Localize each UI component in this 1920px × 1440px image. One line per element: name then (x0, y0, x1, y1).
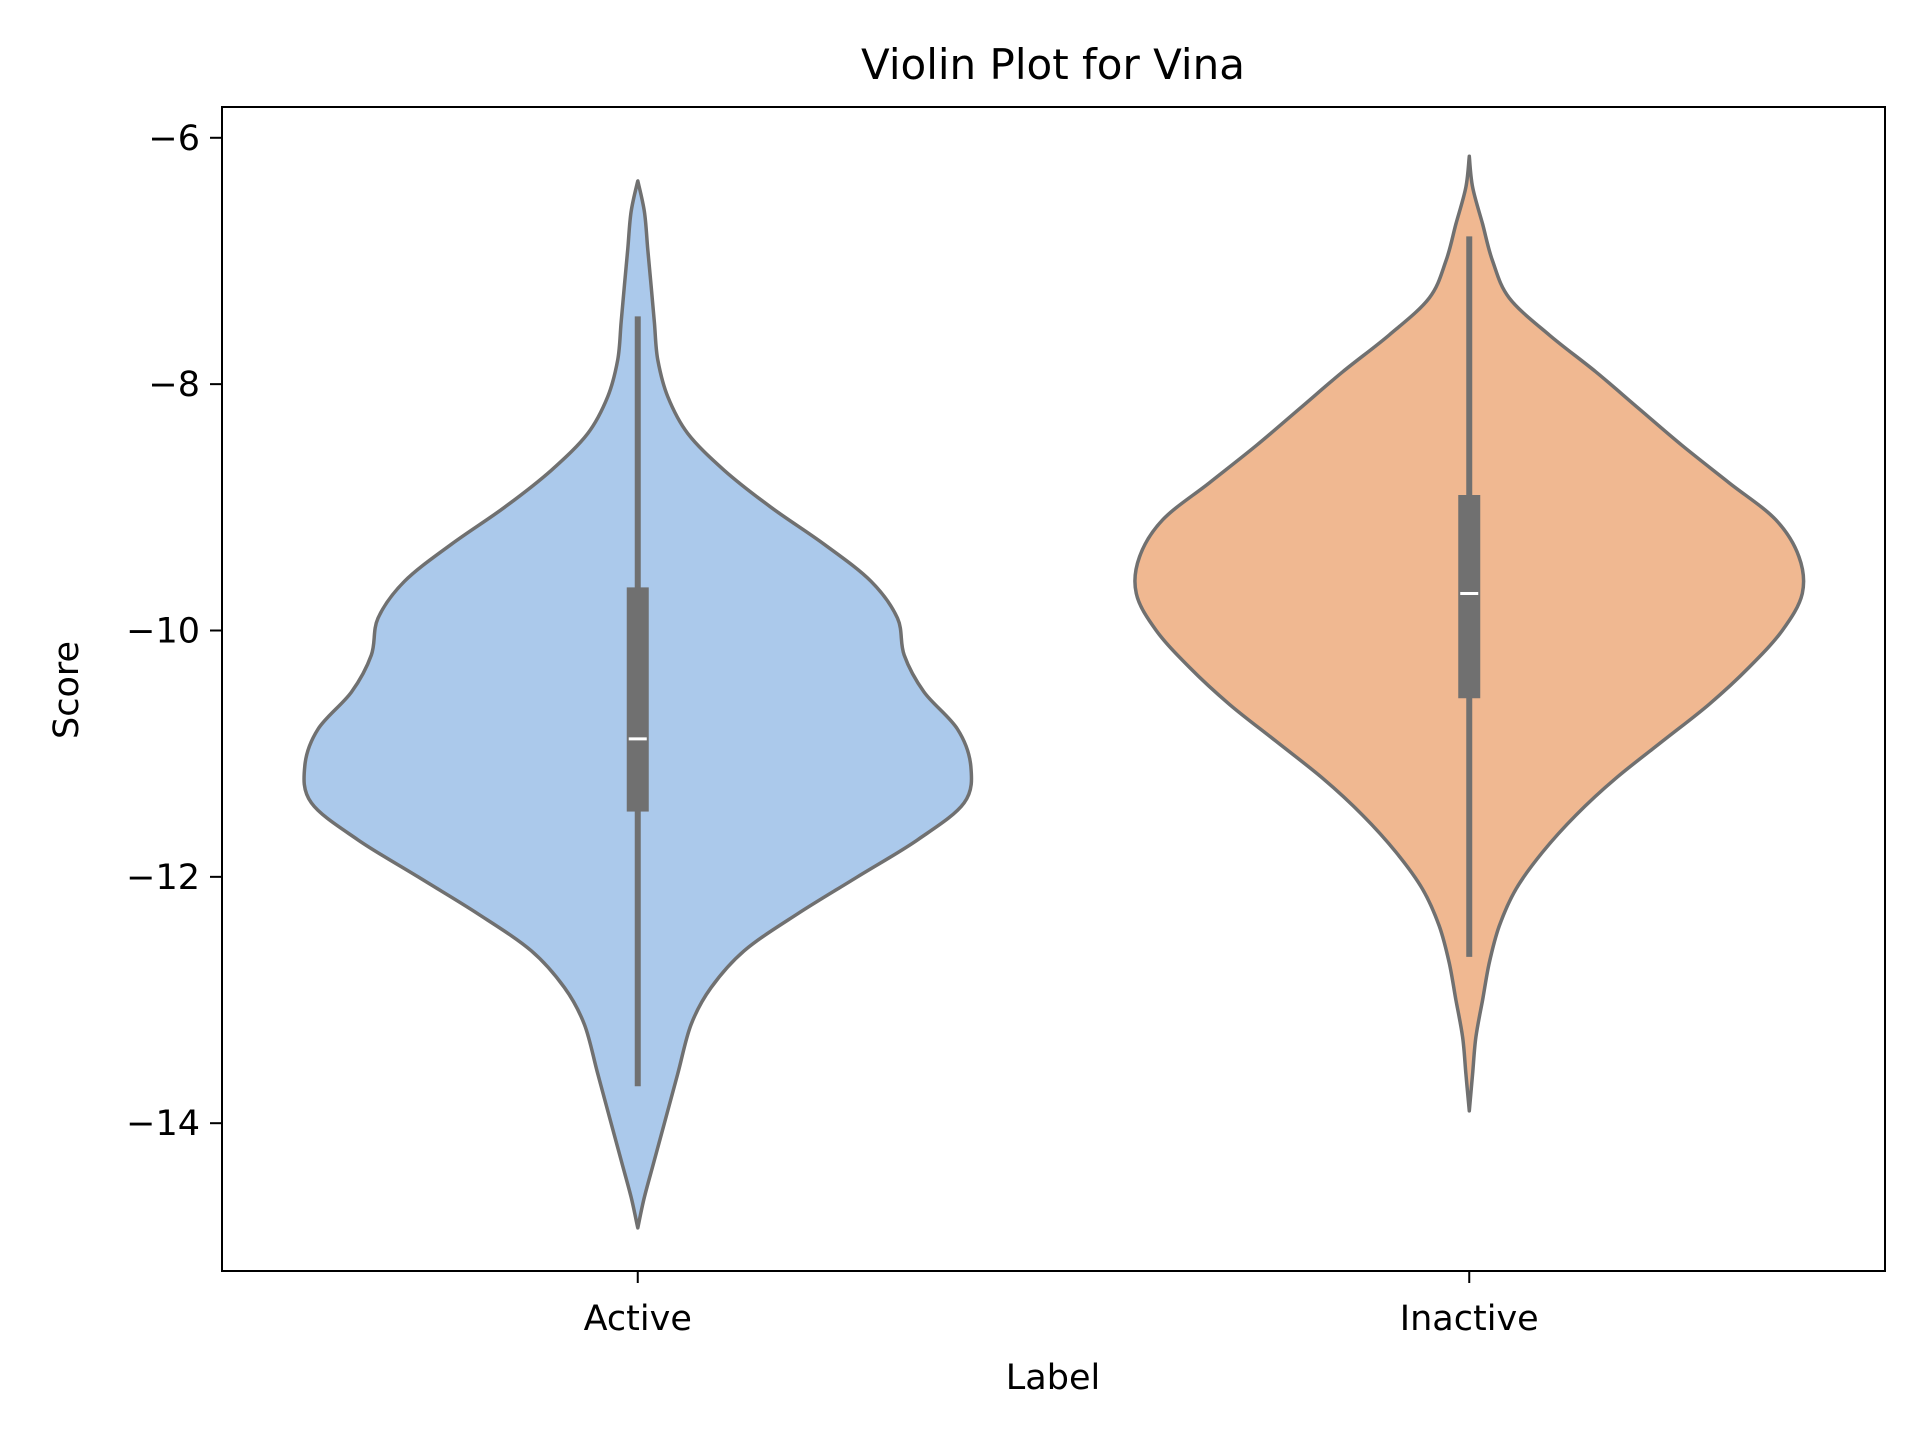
violin-iqr-box (626, 587, 649, 812)
chart-title: Violin Plot for Vina (861, 40, 1245, 89)
y-tick-label: −10 (126, 611, 200, 651)
y-axis: −6 −8 −10 −12 −14 (126, 119, 222, 1144)
y-tick-label: −8 (148, 365, 200, 405)
violin-iqr-box (1458, 495, 1481, 699)
y-tick-label: −6 (148, 119, 200, 159)
x-tick-label: Inactive (1400, 1299, 1539, 1339)
y-tick-label: −12 (126, 858, 200, 898)
x-axis: Active Inactive (584, 1271, 1539, 1339)
violins-group (302, 154, 1806, 1230)
y-axis-label: Score (47, 641, 87, 739)
x-axis-label: Label (1006, 1358, 1100, 1398)
x-tick-label: Active (584, 1299, 692, 1339)
plot-frame (221, 106, 1886, 1272)
y-tick-label: −14 (126, 1104, 200, 1144)
